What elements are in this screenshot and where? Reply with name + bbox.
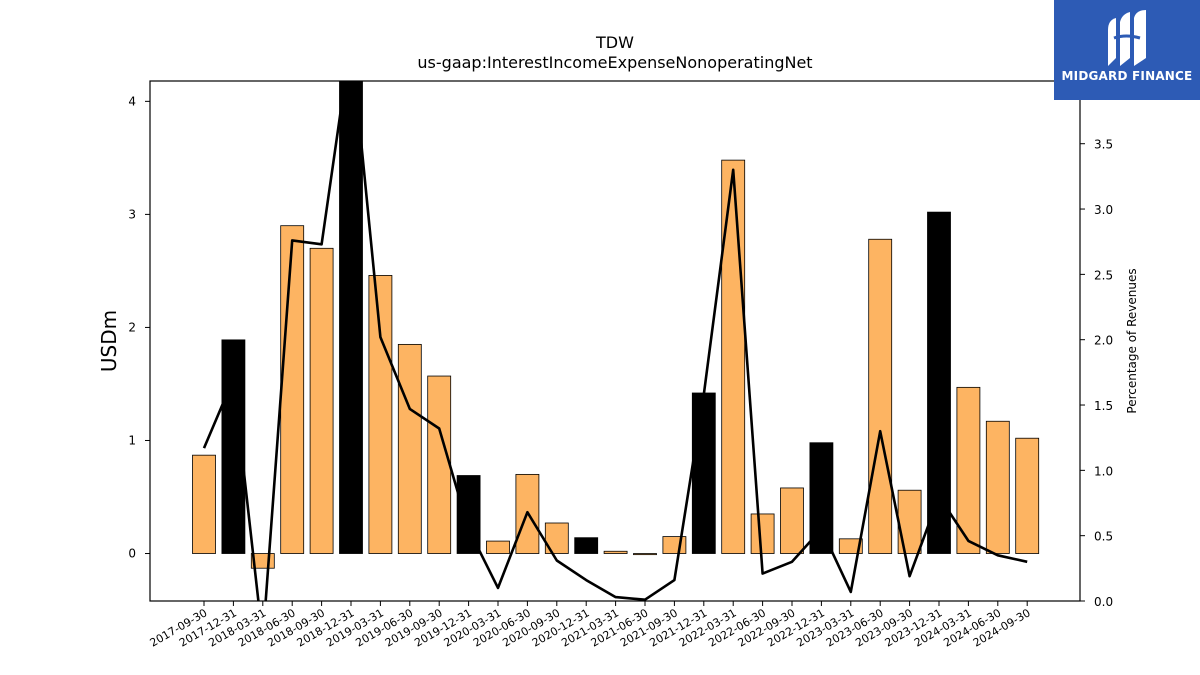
bar-2022-06-30 [750, 513, 775, 554]
right-tick-label: 1.0 [1094, 464, 1113, 478]
left-tick-label: 1 [128, 433, 136, 447]
bar-2021-09-30 [662, 536, 687, 554]
y-axis-label-right: Percentage of Revenues [1125, 268, 1139, 413]
series-line [202, 81, 1028, 601]
bar-2021-06-30 [633, 553, 657, 556]
right-tick-label: 1.5 [1094, 399, 1113, 413]
bar-2022-09-30 [780, 487, 804, 554]
bar-2022-12-31 [809, 442, 834, 554]
plot-frame [149, 80, 1081, 602]
bar-2018-06-30 [280, 225, 305, 554]
brand-logo: MIDGARD FINANCE [1054, 0, 1200, 100]
bar-2021-03-31 [603, 550, 628, 554]
percentage-line [202, 81, 1028, 601]
right-tick-label: 2.5 [1094, 268, 1113, 282]
bar-2024-06-30 [985, 420, 1010, 554]
bar-2022-03-31 [721, 159, 746, 554]
right-tick-label: 2.0 [1094, 334, 1113, 348]
right-tick-label: 0.0 [1094, 595, 1113, 609]
bar-2018-12-31 [339, 81, 363, 554]
right-tick-label: 3.5 [1094, 138, 1113, 152]
bar-2019-09-30 [427, 375, 452, 554]
y-axis-label-left: USDm [97, 310, 121, 372]
bar-2024-03-31 [956, 386, 981, 554]
bar-2017-09-30 [192, 454, 216, 554]
bar-2024-09-30 [1015, 437, 1040, 554]
bar-2020-09-30 [544, 522, 569, 554]
chart-title: TDW [595, 33, 634, 52]
x-axis: 2017-09-302017-12-312018-03-312018-06-30… [148, 601, 1033, 650]
bars [192, 81, 1040, 569]
left-tick-label: 0 [128, 547, 136, 561]
logo-mark-icon [1108, 10, 1146, 66]
bar-2023-09-30 [897, 489, 922, 554]
chart-subtitle: us-gaap:InterestIncomeExpenseNonoperatin… [417, 53, 812, 72]
left-axis: 0 1 2 3 4 [128, 94, 150, 561]
right-axis: 0.0 0.5 1.0 1.5 2.0 2.5 3.0 3.5 [1080, 138, 1113, 609]
bar-2018-09-30 [309, 247, 334, 554]
bar-2023-12-31 [927, 211, 951, 554]
left-tick-label: 2 [128, 320, 136, 334]
bar-2020-12-31 [574, 537, 599, 554]
logo-text: MIDGARD FINANCE [1061, 69, 1193, 83]
bar-2019-03-31 [368, 275, 393, 554]
right-tick-label: 3.0 [1094, 203, 1113, 217]
left-tick-label: 4 [128, 94, 136, 108]
bar-2019-12-31 [456, 475, 481, 554]
left-tick-label: 3 [128, 207, 136, 221]
right-tick-label: 0.5 [1094, 530, 1113, 544]
bar-2023-06-30 [868, 238, 893, 554]
bar-2021-12-31 [691, 392, 716, 554]
bar-2019-06-30 [397, 343, 422, 554]
bar-2023-03-31 [838, 538, 863, 554]
bar-2020-03-31 [486, 540, 510, 554]
